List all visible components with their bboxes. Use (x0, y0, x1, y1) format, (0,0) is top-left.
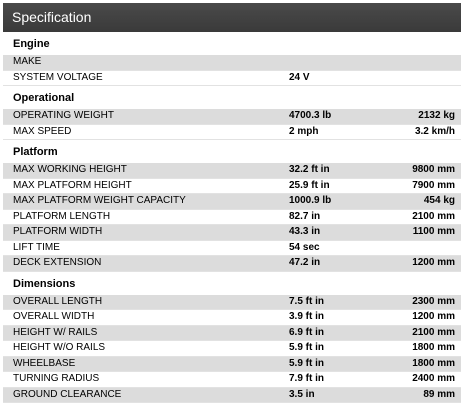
section-operational: Operational OPERATING WEIGHT 4700.3 lb 2… (3, 87, 461, 140)
spec-row: OVERALL WIDTH 3.9 ft in 1200 mm (3, 310, 461, 326)
spec-row: TURNING RADIUS 7.9 ft in 2400 mm (3, 372, 461, 388)
spec-metric-value: 2300 mm (412, 295, 455, 310)
spec-label: HEIGHT W/ RAILS (13, 326, 97, 341)
spec-metric-value: 9800 mm (412, 163, 455, 178)
spec-metric-value: 2100 mm (412, 210, 455, 225)
spec-label: HEIGHT W/O RAILS (13, 341, 105, 356)
spec-label: OPERATING WEIGHT (13, 109, 114, 124)
spec-metric-value: 1200 mm (412, 256, 455, 271)
spec-imperial-value: 7.9 ft in (289, 372, 324, 387)
spec-row: PLATFORM LENGTH 82.7 in 2100 mm (3, 210, 461, 226)
spec-imperial-value: 24 V (289, 71, 310, 86)
spec-row: GROUND CLEARANCE 3.5 in 89 mm (3, 388, 461, 403)
spec-label: OVERALL WIDTH (13, 310, 94, 325)
spec-label: WHEELBASE (13, 357, 75, 372)
section-title-engine: Engine (3, 33, 461, 55)
spec-row: MAX SPEED 2 mph 3.2 km/h (3, 125, 461, 141)
spec-metric-value: 2400 mm (412, 372, 455, 387)
spec-metric-value: 1200 mm (412, 310, 455, 325)
section-title-platform: Platform (3, 141, 461, 163)
spec-label: LIFT TIME (13, 241, 60, 256)
spec-row: WHEELBASE 5.9 ft in 1800 mm (3, 357, 461, 373)
spec-label: TURNING RADIUS (13, 372, 99, 387)
spec-imperial-value: 6.9 ft in (289, 326, 324, 341)
spec-imperial-value: 7.5 ft in (289, 295, 324, 310)
spec-imperial-value: 1000.9 lb (289, 194, 331, 209)
spec-label: MAX PLATFORM HEIGHT (13, 179, 132, 194)
spec-label: MAKE (13, 55, 41, 70)
spec-label: DECK EXTENSION (13, 256, 101, 271)
spec-metric-value: 2132 kg (418, 109, 455, 124)
spec-label: MAX WORKING HEIGHT (13, 163, 127, 178)
spec-metric-value: 1100 mm (413, 225, 455, 240)
spec-imperial-value: 54 sec (289, 241, 320, 256)
spec-imperial-value: 32.2 ft in (289, 163, 330, 178)
section-title-operational: Operational (3, 87, 461, 109)
spec-row: OVERALL LENGTH 7.5 ft in 2300 mm (3, 295, 461, 311)
spec-label: MAX PLATFORM WEIGHT CAPACITY (13, 194, 186, 209)
spec-label: PLATFORM WIDTH (13, 225, 102, 240)
spec-imperial-value: 82.7 in (289, 210, 320, 225)
spec-row: PLATFORM WIDTH 43.3 in 1100 mm (3, 225, 461, 241)
spec-metric-value: 1800 mm (412, 357, 455, 372)
spec-metric-value: 3.2 km/h (415, 125, 455, 140)
spec-row: MAX PLATFORM HEIGHT 25.9 ft in 7900 mm (3, 179, 461, 195)
spec-row: OPERATING WEIGHT 4700.3 lb 2132 kg (3, 109, 461, 125)
spec-label: MAX SPEED (13, 125, 71, 140)
spec-metric-value: 7900 mm (412, 179, 455, 194)
spec-imperial-value: 3.9 ft in (289, 310, 324, 325)
spec-row: LIFT TIME 54 sec (3, 241, 461, 257)
spec-metric-value: 1800 mm (412, 341, 455, 356)
section-platform: Platform MAX WORKING HEIGHT 32.2 ft in 9… (3, 141, 461, 272)
spec-metric-value: 2100 mm (412, 326, 455, 341)
spec-row: HEIGHT W/O RAILS 5.9 ft in 1800 mm (3, 341, 461, 357)
specification-header: Specification (3, 3, 461, 32)
spec-row: HEIGHT W/ RAILS 6.9 ft in 2100 mm (3, 326, 461, 342)
spec-row: MAX WORKING HEIGHT 32.2 ft in 9800 mm (3, 163, 461, 179)
spec-row: SYSTEM VOLTAGE 24 V (3, 71, 461, 87)
spec-label: SYSTEM VOLTAGE (13, 71, 103, 86)
spec-imperial-value: 5.9 ft in (289, 357, 324, 372)
spec-imperial-value: 25.9 ft in (289, 179, 330, 194)
spec-row: MAKE (3, 55, 461, 71)
section-dimensions: Dimensions OVERALL LENGTH 7.5 ft in 2300… (3, 273, 461, 403)
spec-row: DECK EXTENSION 47.2 in 1200 mm (3, 256, 461, 272)
spec-label: OVERALL LENGTH (13, 295, 102, 310)
spec-imperial-value: 4700.3 lb (289, 109, 331, 124)
spec-imperial-value: 43.3 in (289, 225, 320, 240)
section-engine: Engine MAKE SYSTEM VOLTAGE 24 V (3, 33, 461, 86)
specification-title: Specification (12, 9, 91, 25)
specification-panel: Specification Engine MAKE SYSTEM VOLTAGE… (3, 3, 461, 403)
section-title-dimensions: Dimensions (3, 273, 461, 295)
spec-metric-value: 454 kg (424, 194, 455, 209)
spec-label: PLATFORM LENGTH (13, 210, 110, 225)
spec-imperial-value: 5.9 ft in (289, 341, 324, 356)
spec-imperial-value: 47.2 in (289, 256, 320, 271)
spec-row: MAX PLATFORM WEIGHT CAPACITY 1000.9 lb 4… (3, 194, 461, 210)
spec-imperial-value: 2 mph (289, 125, 318, 140)
